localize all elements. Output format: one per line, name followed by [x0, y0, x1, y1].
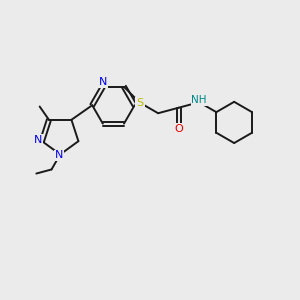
Text: N: N — [34, 135, 42, 145]
Text: O: O — [174, 124, 183, 134]
Text: N: N — [135, 100, 144, 110]
Text: N: N — [99, 77, 107, 87]
Text: S: S — [136, 98, 143, 108]
Text: N: N — [55, 150, 63, 160]
Text: NH: NH — [191, 95, 207, 105]
